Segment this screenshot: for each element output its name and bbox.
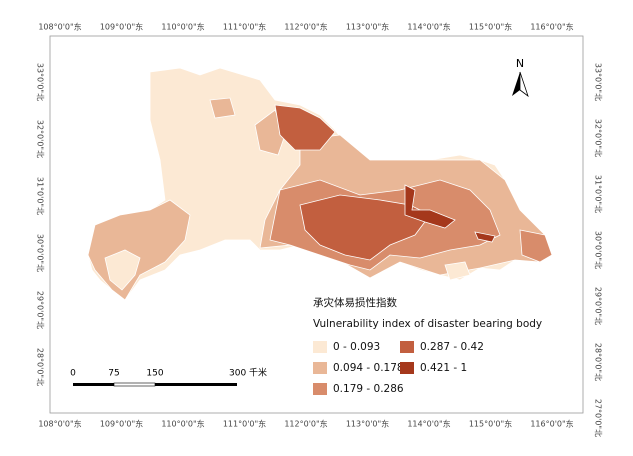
longitude-label-top: 110°0'0"东 bbox=[161, 22, 204, 32]
latitude-label-right: 29°0'0"北 bbox=[594, 287, 603, 325]
legend-label: 0.421 - 1 bbox=[420, 362, 467, 374]
region bbox=[87, 199, 191, 301]
north-label: N bbox=[516, 57, 524, 70]
scale-bar bbox=[73, 382, 237, 387]
north-arrow: N bbox=[512, 57, 529, 98]
longitude-label-top: 115°0'0"东 bbox=[469, 22, 512, 32]
legend-title-en: Vulnerability index of disaster bearing … bbox=[313, 318, 542, 330]
region bbox=[404, 184, 456, 229]
latitude-label-right: 31°0'0"北 bbox=[594, 175, 603, 213]
region bbox=[274, 104, 336, 151]
region bbox=[209, 97, 236, 119]
region bbox=[104, 249, 141, 291]
longitude-label-bottom: 115°0'0"东 bbox=[469, 419, 512, 429]
longitude-label-bottom: 112°0'0"东 bbox=[284, 419, 327, 429]
region bbox=[519, 229, 553, 263]
longitude-label-bottom: 116°0'0"东 bbox=[530, 419, 573, 429]
latitude-label-left: 29°0'0"北 bbox=[36, 291, 45, 329]
latitude-label-right: 30°0'0"北 bbox=[594, 231, 603, 269]
legend-swatch bbox=[313, 341, 327, 353]
latitude-label-left: 33°0'0"北 bbox=[36, 63, 45, 101]
legend-label: 0.094 - 0.178 bbox=[333, 362, 404, 374]
scale-label: 150 bbox=[146, 369, 163, 379]
legend-label: 0.287 - 0.42 bbox=[420, 341, 484, 353]
legend-swatch bbox=[313, 362, 327, 374]
longitude-label-top: 108°0'0"东 bbox=[38, 22, 81, 32]
legend-swatch bbox=[400, 362, 414, 374]
longitude-label-top: 113°0'0"东 bbox=[346, 22, 389, 32]
latitude-label-left: 32°0'0"北 bbox=[36, 120, 45, 158]
scale-segment bbox=[113, 382, 156, 387]
latitude-label-left: 30°0'0"北 bbox=[36, 234, 45, 272]
legend-label: 0 - 0.093 bbox=[333, 341, 380, 353]
north-arrow-right bbox=[519, 71, 529, 98]
latitude-label-right: 33°0'0"北 bbox=[594, 63, 603, 101]
longitude-label-top: 112°0'0"东 bbox=[284, 22, 327, 32]
latitude-label-left: 31°0'0"北 bbox=[36, 177, 45, 215]
legend-title-cn: 承灾体易损性指数 bbox=[313, 296, 397, 309]
latitude-label-right: 28°0'0"北 bbox=[594, 343, 603, 381]
longitude-label-top: 116°0'0"东 bbox=[530, 22, 573, 32]
region bbox=[474, 231, 496, 243]
longitude-label-bottom: 111°0'0"东 bbox=[223, 419, 266, 429]
latitude-label-left: 28°0'0"北 bbox=[36, 348, 45, 386]
scale-segment bbox=[73, 383, 114, 386]
longitude-label-bottom: 113°0'0"东 bbox=[346, 419, 389, 429]
longitude-label-top: 111°0'0"东 bbox=[223, 22, 266, 32]
longitude-label-bottom: 110°0'0"东 bbox=[161, 419, 204, 429]
legend-swatch bbox=[313, 383, 327, 395]
longitude-label-top: 114°0'0"东 bbox=[407, 22, 450, 32]
north-arrow-left bbox=[512, 72, 520, 96]
latitude-label-right: 32°0'0"北 bbox=[594, 119, 603, 157]
region bbox=[444, 261, 471, 281]
map-frame bbox=[49, 35, 584, 414]
legend-label: 0.179 - 0.286 bbox=[333, 383, 404, 395]
longitude-label-bottom: 114°0'0"东 bbox=[407, 419, 450, 429]
scale-label: 0 bbox=[70, 369, 76, 379]
scale-label: 300 千米 bbox=[229, 367, 267, 379]
region bbox=[299, 194, 431, 261]
longitude-label-bottom: 109°0'0"东 bbox=[100, 419, 143, 429]
longitude-label-top: 109°0'0"东 bbox=[100, 22, 143, 32]
scale-segment bbox=[155, 383, 237, 386]
latitude-label-right: 27°0'0"北 bbox=[594, 399, 603, 437]
longitude-label-bottom: 108°0'0"东 bbox=[38, 419, 81, 429]
scale-label: 75 bbox=[108, 369, 119, 379]
legend-swatch bbox=[400, 341, 414, 353]
